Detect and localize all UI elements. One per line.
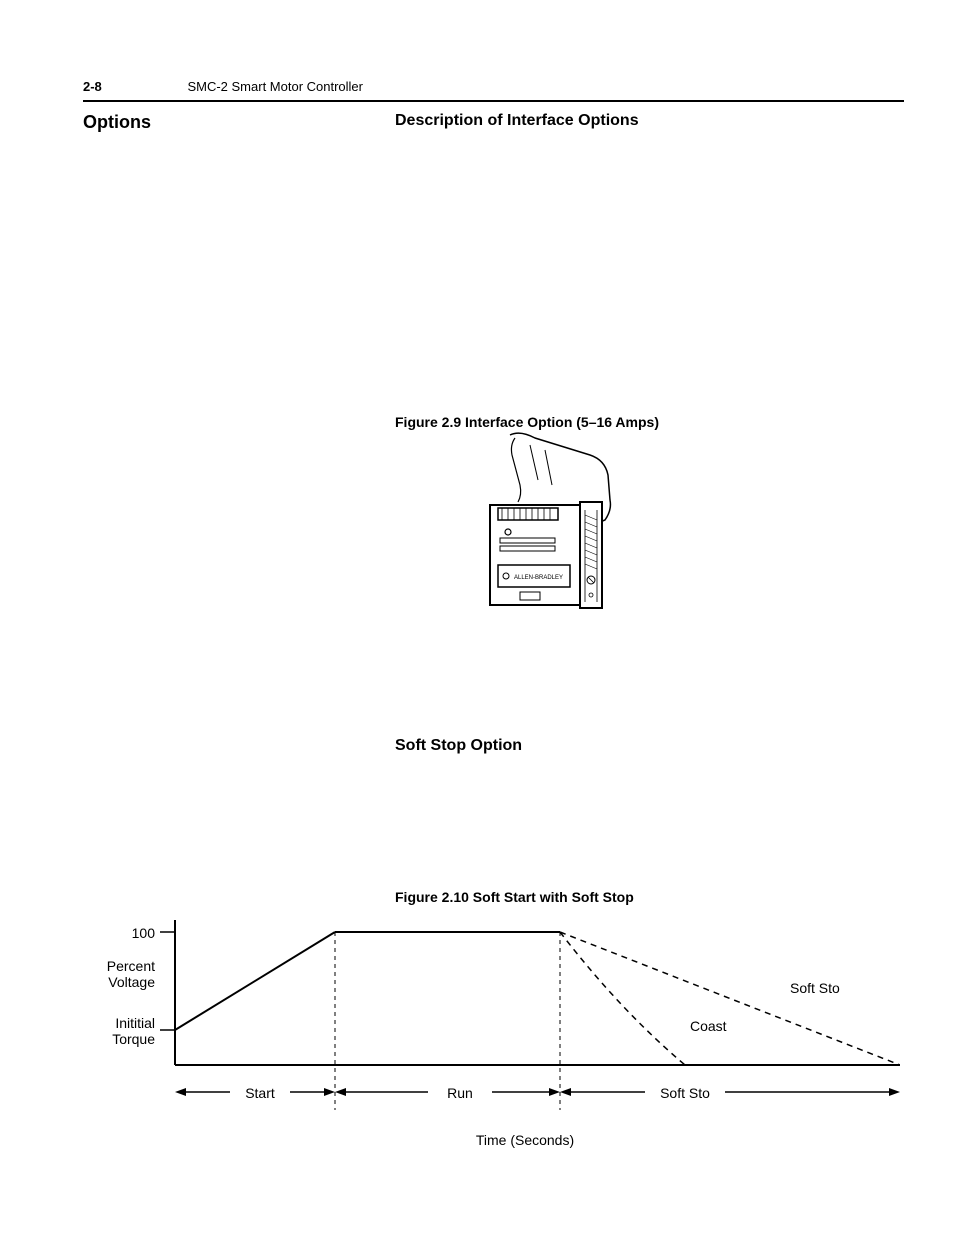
phase-label-softstop: Soft Sto [645,1085,725,1101]
y-label-torque: Torque [100,1031,155,1047]
page-number: 2-8 [83,79,183,94]
phase-label-run: Run [430,1085,490,1101]
phase-label-start: Start [230,1085,290,1101]
document-title: SMC-2 Smart Motor Controller [187,79,363,94]
left-section-heading: Options [83,112,151,133]
main-section-heading: Description of Interface Options [395,112,639,130]
figure-9-caption: Figure 2.9 Interface Option (5–16 Amps) [395,414,659,430]
y-label-percent: Percent [100,958,155,974]
soft-stop-heading: Soft Stop Option [395,737,522,755]
y-label-initial: Inititial [100,1015,155,1031]
y-label-100: 100 [100,925,155,941]
x-axis-title: Time (Seconds) [450,1132,600,1148]
page-header: 2-8 SMC-2 Smart Motor Controller [83,78,904,102]
y-label-voltage: Voltage [100,974,155,990]
device-svg: ALLEN-BRADLEY [460,430,640,615]
device-illustration: ALLEN-BRADLEY [460,430,640,615]
line-label-softstop: Soft Sto [790,980,870,996]
chart-svg [100,920,900,1150]
line-label-coast: Coast [690,1018,750,1034]
soft-stop-chart: 100 Percent Voltage Inititial Torque Sof… [100,920,900,1150]
svg-text:ALLEN-BRADLEY: ALLEN-BRADLEY [514,575,563,581]
figure-10-caption: Figure 2.10 Soft Start with Soft Stop [395,889,634,905]
